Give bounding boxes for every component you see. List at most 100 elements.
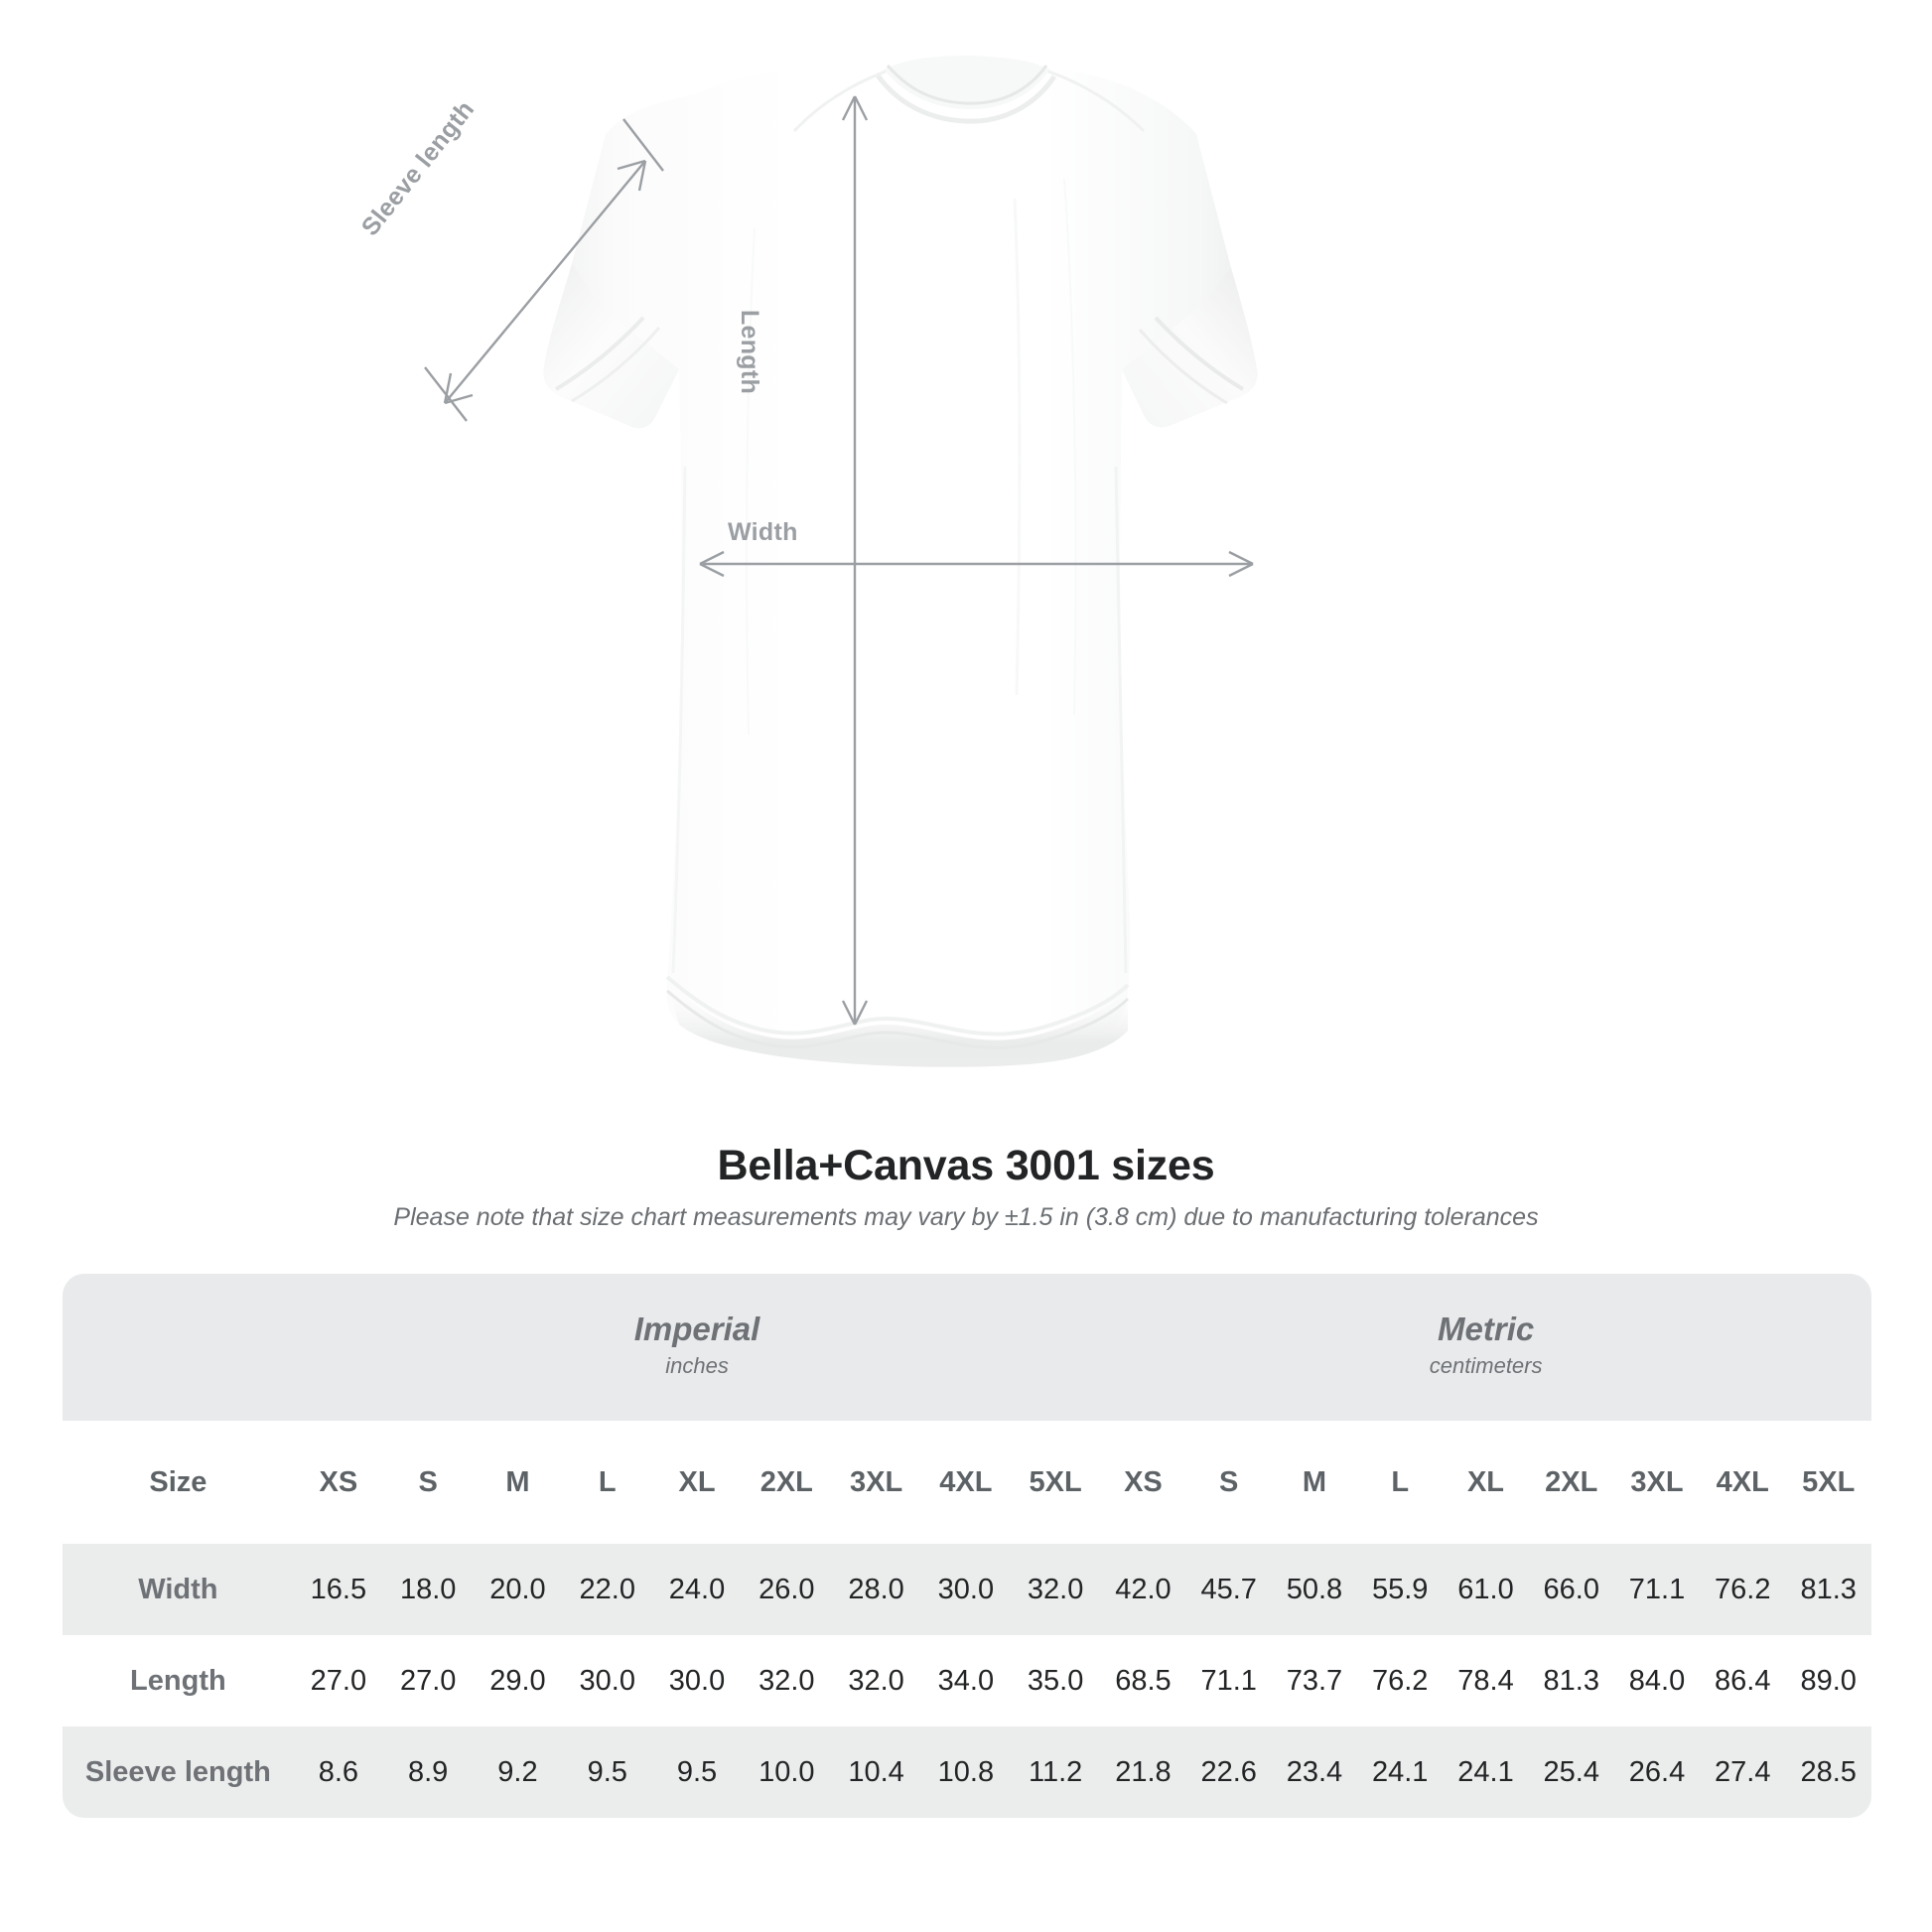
cell-width-metric-l: 55.9	[1357, 1544, 1444, 1635]
size-header-metric-xs: XS	[1100, 1421, 1186, 1544]
cell-width-metric-3xl: 71.1	[1613, 1544, 1701, 1635]
cell-width-imperial-l: 22.0	[562, 1544, 652, 1635]
size-header-metric-m: M	[1271, 1421, 1358, 1544]
tshirt-measurement-diagram: Sleeve length Length Width	[355, 65, 1258, 1067]
cell-sleeve-imperial-4xl: 10.8	[920, 1726, 1011, 1818]
cell-sleeve-imperial-3xl: 10.4	[831, 1726, 921, 1818]
cell-length-metric-3xl: 84.0	[1613, 1635, 1701, 1726]
cell-length-metric-xs: 68.5	[1100, 1635, 1186, 1726]
cell-length-imperial-2xl: 32.0	[742, 1635, 832, 1726]
size-chart-table-wrapper: Imperial inches Metric centimeters Size …	[63, 1274, 1871, 1818]
cell-sleeve-metric-3xl: 26.4	[1613, 1726, 1701, 1818]
unit-corner-cell	[63, 1274, 294, 1421]
cell-length-metric-4xl: 86.4	[1700, 1635, 1786, 1726]
width-label: Width	[728, 518, 798, 546]
length-label: Length	[736, 309, 764, 395]
cell-width-imperial-s: 18.0	[383, 1544, 474, 1635]
page-subtitle: Please note that size chart measurements…	[393, 1203, 1539, 1231]
cell-sleeve-imperial-5xl: 11.2	[1011, 1726, 1101, 1818]
cell-length-imperial-m: 29.0	[473, 1635, 563, 1726]
size-header-imperial-xl: XL	[651, 1421, 743, 1544]
cell-width-imperial-3xl: 28.0	[831, 1544, 921, 1635]
page-title: Bella+Canvas 3001 sizes	[717, 1142, 1215, 1189]
cell-width-imperial-xs: 16.5	[293, 1544, 384, 1635]
cell-length-metric-5xl: 89.0	[1785, 1635, 1871, 1726]
size-header-imperial-m: M	[473, 1421, 563, 1544]
unit-group-imperial: Imperial inches	[293, 1274, 1101, 1421]
cell-width-metric-4xl: 76.2	[1700, 1544, 1786, 1635]
cell-sleeve-metric-xs: 21.8	[1100, 1726, 1186, 1818]
cell-width-imperial-4xl: 30.0	[920, 1544, 1011, 1635]
cell-length-imperial-3xl: 32.0	[831, 1635, 921, 1726]
size-header-imperial-4xl: 4XL	[920, 1421, 1011, 1544]
size-header-metric-5xl: 5XL	[1785, 1421, 1871, 1544]
size-corner-label: Size	[63, 1421, 294, 1544]
cell-length-imperial-4xl: 34.0	[920, 1635, 1011, 1726]
cell-width-imperial-xl: 24.0	[651, 1544, 743, 1635]
unit-group-imperial-unit: inches	[665, 1353, 729, 1379]
cell-length-metric-l: 76.2	[1357, 1635, 1444, 1726]
size-header-metric-xl: XL	[1443, 1421, 1529, 1544]
cell-sleeve-imperial-2xl: 10.0	[742, 1726, 832, 1818]
cell-width-metric-2xl: 66.0	[1528, 1544, 1614, 1635]
unit-group-imperial-name: Imperial	[633, 1311, 760, 1348]
cell-width-metric-s: 45.7	[1185, 1544, 1272, 1635]
size-header-row: Size XS S M L XL 2XL 3XL 4XL 5XL XS S M …	[63, 1421, 1871, 1544]
table-row: Width 16.5 18.0 20.0 22.0 24.0 26.0 28.0…	[63, 1544, 1871, 1635]
unit-group-metric-name: Metric	[1438, 1311, 1535, 1348]
cell-length-metric-s: 71.1	[1185, 1635, 1272, 1726]
cell-width-imperial-m: 20.0	[473, 1544, 563, 1635]
cell-sleeve-imperial-l: 9.5	[562, 1726, 652, 1818]
size-header-metric-2xl: 2XL	[1528, 1421, 1614, 1544]
cell-sleeve-metric-l: 24.1	[1357, 1726, 1444, 1818]
size-header-imperial-xs: XS	[293, 1421, 384, 1544]
cell-length-imperial-s: 27.0	[383, 1635, 474, 1726]
cell-sleeve-imperial-m: 9.2	[473, 1726, 563, 1818]
cell-sleeve-metric-s: 22.6	[1185, 1726, 1272, 1818]
row-label-length: Length	[63, 1635, 294, 1726]
cell-width-metric-m: 50.8	[1271, 1544, 1358, 1635]
cell-width-metric-xs: 42.0	[1100, 1544, 1186, 1635]
size-header-metric-3xl: 3XL	[1613, 1421, 1701, 1544]
cell-length-imperial-xs: 27.0	[293, 1635, 384, 1726]
cell-length-imperial-5xl: 35.0	[1011, 1635, 1101, 1726]
size-header-metric-l: L	[1357, 1421, 1444, 1544]
cell-width-imperial-2xl: 26.0	[742, 1544, 832, 1635]
cell-sleeve-metric-m: 23.4	[1271, 1726, 1358, 1818]
cell-sleeve-metric-5xl: 28.5	[1785, 1726, 1871, 1818]
cell-length-metric-2xl: 81.3	[1528, 1635, 1614, 1726]
size-header-metric-4xl: 4XL	[1700, 1421, 1786, 1544]
cell-width-metric-xl: 61.0	[1443, 1544, 1529, 1635]
table-row: Length 27.0 27.0 29.0 30.0 30.0 32.0 32.…	[63, 1635, 1871, 1726]
cell-length-metric-m: 73.7	[1271, 1635, 1358, 1726]
table-row: Sleeve length 8.6 8.9 9.2 9.5 9.5 10.0 1…	[63, 1726, 1871, 1818]
unit-group-row: Imperial inches Metric centimeters	[63, 1274, 1871, 1421]
cell-sleeve-metric-2xl: 25.4	[1528, 1726, 1614, 1818]
cell-sleeve-metric-4xl: 27.4	[1700, 1726, 1786, 1818]
size-header-imperial-2xl: 2XL	[742, 1421, 832, 1544]
cell-length-imperial-l: 30.0	[562, 1635, 652, 1726]
cell-sleeve-imperial-xl: 9.5	[651, 1726, 743, 1818]
width-dimension	[699, 550, 1254, 578]
size-chart-table: Imperial inches Metric centimeters Size …	[63, 1274, 1871, 1818]
cell-width-imperial-5xl: 32.0	[1011, 1544, 1101, 1635]
size-header-imperial-5xl: 5XL	[1011, 1421, 1101, 1544]
row-label-width: Width	[63, 1544, 294, 1635]
unit-group-metric: Metric centimeters	[1100, 1274, 1871, 1421]
size-header-imperial-3xl: 3XL	[831, 1421, 921, 1544]
size-header-imperial-s: S	[383, 1421, 474, 1544]
length-dimension	[841, 95, 869, 1026]
cell-width-metric-5xl: 81.3	[1785, 1544, 1871, 1635]
row-label-sleeve-length: Sleeve length	[63, 1726, 294, 1818]
cell-length-imperial-xl: 30.0	[651, 1635, 743, 1726]
cell-sleeve-imperial-xs: 8.6	[293, 1726, 384, 1818]
cell-sleeve-imperial-s: 8.9	[383, 1726, 474, 1818]
sleeve-length-dimension	[424, 118, 664, 422]
cell-length-metric-xl: 78.4	[1443, 1635, 1529, 1726]
unit-group-metric-unit: centimeters	[1429, 1353, 1543, 1379]
size-header-metric-s: S	[1185, 1421, 1272, 1544]
dimension-annotations	[424, 95, 1254, 1026]
size-header-imperial-l: L	[562, 1421, 652, 1544]
cell-sleeve-metric-xl: 24.1	[1443, 1726, 1529, 1818]
tshirt-illustration	[543, 65, 1258, 1067]
